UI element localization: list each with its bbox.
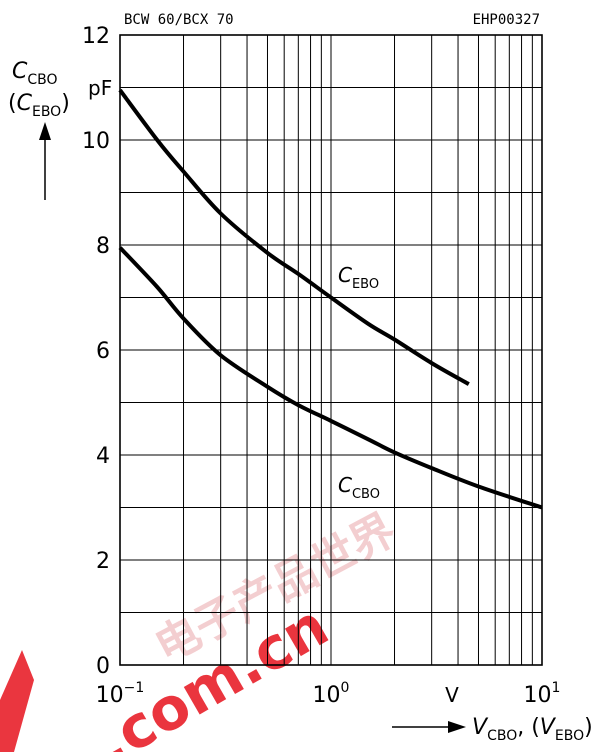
series-line-c-cbo	[118, 246, 543, 510]
x-tick-base: 10	[96, 683, 124, 708]
x-axis-title-symbol: V	[472, 715, 489, 740]
curve-label-cbo-symbol: C	[338, 473, 352, 497]
x-axis-title-sep: , (	[517, 715, 540, 740]
x-tick-exponent: −1	[124, 680, 145, 696]
watermark-red-mark	[0, 650, 34, 752]
curve-label-cbo-sub: CBO	[352, 487, 380, 502]
x-tick-label: 10−1	[96, 680, 145, 708]
x-tick-label: 100	[313, 680, 350, 708]
x-axis-title-sub: CBO	[487, 728, 517, 744]
x-axis-alt-sub: EBO	[555, 728, 584, 744]
x-tick-base: 10	[313, 683, 341, 708]
x-tick-base: 10	[524, 683, 552, 708]
y-axis-title-alt: (CEBO)	[8, 91, 70, 120]
x-axis-alt-symbol: V	[540, 715, 557, 740]
watermark: 电子产品世界 .com.cn	[0, 504, 404, 752]
x-tick-exponent: 1	[552, 680, 561, 696]
y-axis-title-main: CCBO	[12, 59, 58, 88]
y-tick-label: 6	[96, 339, 110, 364]
x-tick-exponent: 0	[341, 680, 350, 696]
grid	[120, 35, 542, 665]
y-tick-labels: 0 2 4 6 8 10 12	[82, 24, 110, 679]
x-tick-labels: 10−1 100 101	[96, 680, 561, 708]
y-tick-label: 4	[96, 444, 110, 469]
y-axis-alt-sub: EBO	[32, 104, 61, 120]
curve-label-ebo-symbol: C	[338, 263, 352, 287]
x-axis-title-close: )	[584, 715, 593, 740]
x-tick-label: 101	[524, 680, 561, 708]
x-axis-arrow	[392, 721, 466, 733]
y-axis-arrow	[39, 122, 51, 200]
y-axis-alt-close: )	[61, 91, 70, 116]
series-line-c-ebo	[118, 88, 470, 386]
curve-label-cbo: CCBO	[338, 473, 380, 502]
series-layer	[118, 88, 543, 510]
y-axis-alt-symbol: C	[17, 91, 33, 116]
curve-label-ebo: CEBO	[338, 263, 379, 292]
part-number-label: BCW 60/BCX 70	[124, 12, 234, 28]
y-axis-title-sub: CBO	[27, 72, 57, 88]
y-tick-label: 2	[96, 549, 110, 574]
y-axis-alt-open: (	[8, 91, 17, 116]
y-axis-title-symbol: C	[12, 59, 28, 84]
figure-id-label: EHP00327	[473, 12, 540, 28]
y-tick-label: 10	[82, 129, 110, 154]
curve-label-ebo-sub: EBO	[352, 277, 379, 292]
x-axis-title: VCBO, (VEBO)	[472, 715, 593, 744]
plot-frame	[119, 34, 543, 666]
y-tick-label: 8	[96, 234, 110, 259]
y-axis-unit: pF	[88, 76, 112, 100]
y-tick-label: 0	[96, 654, 110, 679]
y-tick-label: 12	[82, 24, 110, 49]
x-unit-label: V	[445, 683, 459, 707]
